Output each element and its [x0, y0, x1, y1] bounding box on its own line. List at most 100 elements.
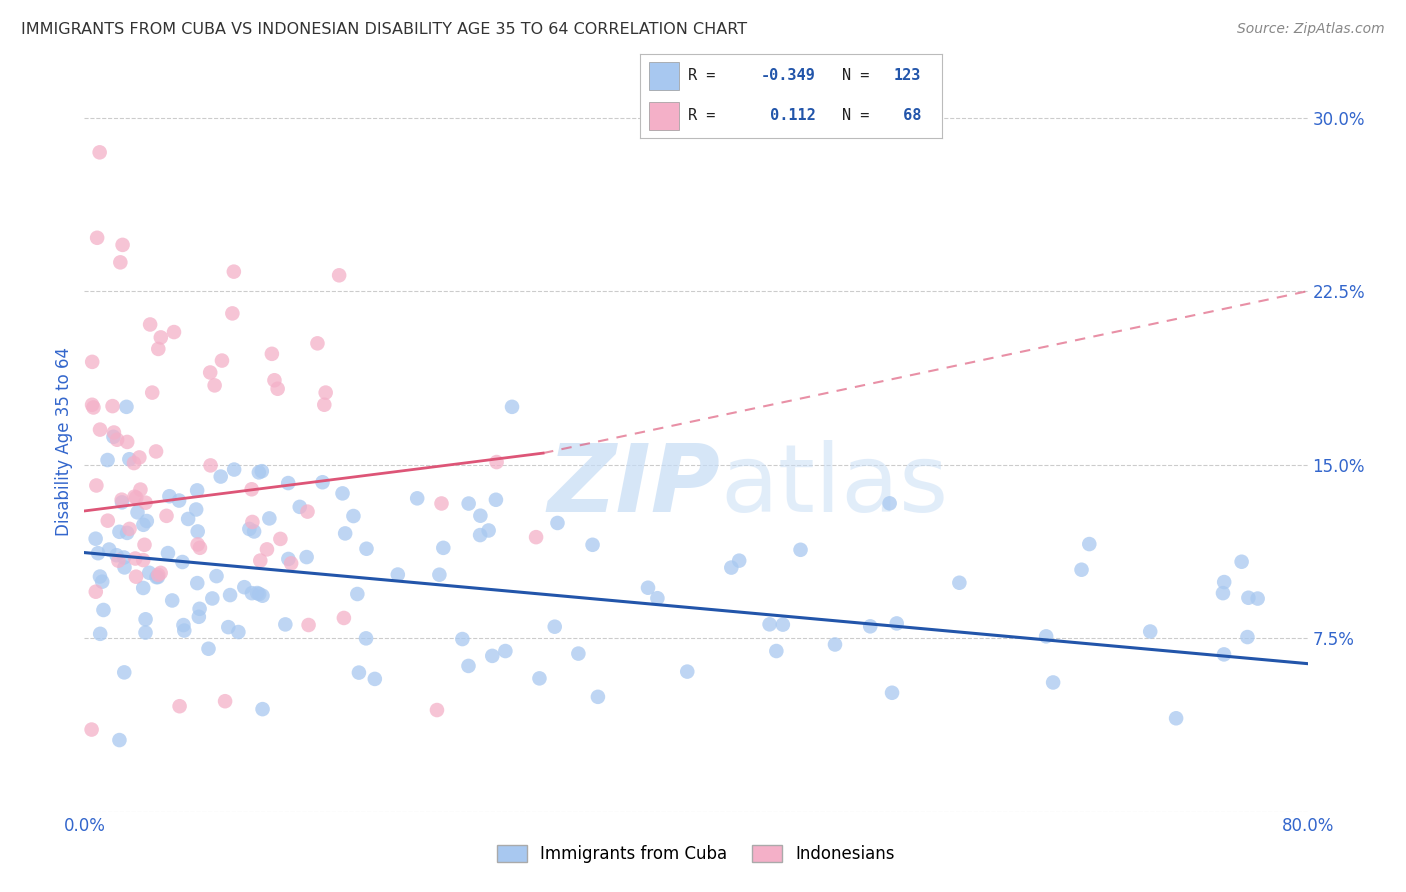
- Point: [529, 672, 551, 686]
- Point: [249, 553, 271, 567]
- Point: [125, 491, 148, 505]
- Point: [186, 483, 208, 498]
- Point: [98, 542, 121, 557]
- Point: [82, 401, 104, 415]
- Point: [132, 517, 155, 532]
- Point: [139, 318, 162, 332]
- Point: [333, 611, 356, 625]
- Point: [111, 238, 134, 252]
- Point: [103, 425, 125, 440]
- Point: [457, 497, 479, 511]
- FancyBboxPatch shape: [648, 102, 679, 130]
- Point: [80, 723, 103, 737]
- Point: [146, 570, 169, 584]
- Point: [187, 524, 209, 539]
- Point: [155, 508, 177, 523]
- Point: [494, 644, 516, 658]
- Point: [328, 268, 350, 283]
- Point: [252, 702, 274, 716]
- Point: [125, 569, 148, 583]
- Point: [1230, 555, 1253, 569]
- Text: IMMIGRANTS FROM CUBA VS INDONESIAN DISABILITY AGE 35 TO 64 CORRELATION CHART: IMMIGRANTS FROM CUBA VS INDONESIAN DISAB…: [21, 22, 747, 37]
- Point: [824, 638, 846, 652]
- Point: [187, 609, 209, 624]
- Point: [122, 456, 145, 470]
- Point: [157, 489, 180, 503]
- Point: [1078, 537, 1101, 551]
- Point: [567, 647, 589, 661]
- Point: [172, 555, 194, 569]
- Point: [948, 575, 970, 590]
- Point: [135, 612, 157, 626]
- Text: N =: N =: [842, 69, 879, 84]
- Point: [82, 355, 104, 369]
- Point: [1164, 711, 1187, 725]
- Point: [128, 450, 150, 465]
- Point: [256, 542, 278, 557]
- Point: [148, 342, 170, 356]
- Point: [501, 400, 523, 414]
- Point: [252, 589, 274, 603]
- Point: [222, 265, 245, 279]
- Point: [186, 502, 208, 516]
- Point: [1212, 586, 1234, 600]
- Point: [149, 566, 172, 580]
- Point: [145, 444, 167, 458]
- Point: [221, 306, 243, 320]
- Point: [426, 703, 449, 717]
- Point: [772, 617, 794, 632]
- Point: [112, 550, 135, 565]
- Text: R =: R =: [688, 69, 724, 84]
- Point: [188, 541, 211, 555]
- Point: [879, 496, 901, 510]
- Point: [1213, 575, 1236, 590]
- Point: [108, 733, 131, 747]
- Point: [485, 455, 508, 469]
- Point: [124, 551, 146, 566]
- Point: [451, 632, 474, 646]
- Point: [80, 398, 103, 412]
- Point: [103, 430, 125, 444]
- Point: [89, 569, 111, 583]
- Point: [89, 145, 111, 160]
- Point: [886, 616, 908, 631]
- Point: [1246, 591, 1268, 606]
- Point: [84, 532, 107, 546]
- Point: [84, 584, 107, 599]
- Point: [205, 569, 228, 583]
- Point: [118, 452, 141, 467]
- Point: [347, 665, 370, 680]
- Point: [1070, 563, 1092, 577]
- Point: [214, 694, 236, 708]
- Point: [115, 434, 138, 449]
- Point: [859, 619, 882, 633]
- Point: [314, 398, 336, 412]
- Point: [342, 509, 364, 524]
- Point: [1213, 648, 1236, 662]
- Point: [315, 385, 337, 400]
- Point: [219, 588, 242, 602]
- Text: N =: N =: [842, 108, 879, 123]
- Point: [277, 552, 299, 566]
- Point: [485, 492, 508, 507]
- Point: [1236, 630, 1258, 644]
- Point: [1042, 675, 1064, 690]
- Point: [187, 537, 209, 551]
- Point: [124, 490, 146, 504]
- Point: [354, 632, 377, 646]
- Point: [97, 453, 120, 467]
- Point: [1035, 629, 1057, 643]
- Point: [135, 496, 157, 510]
- Text: Source: ZipAtlas.com: Source: ZipAtlas.com: [1237, 22, 1385, 37]
- Point: [86, 478, 108, 492]
- Point: [481, 648, 503, 663]
- Point: [880, 686, 903, 700]
- Point: [247, 587, 270, 601]
- Point: [297, 618, 319, 632]
- Point: [676, 665, 699, 679]
- Point: [524, 530, 547, 544]
- Text: R =: R =: [688, 108, 724, 123]
- Point: [89, 627, 111, 641]
- Point: [172, 618, 194, 632]
- Point: [789, 542, 811, 557]
